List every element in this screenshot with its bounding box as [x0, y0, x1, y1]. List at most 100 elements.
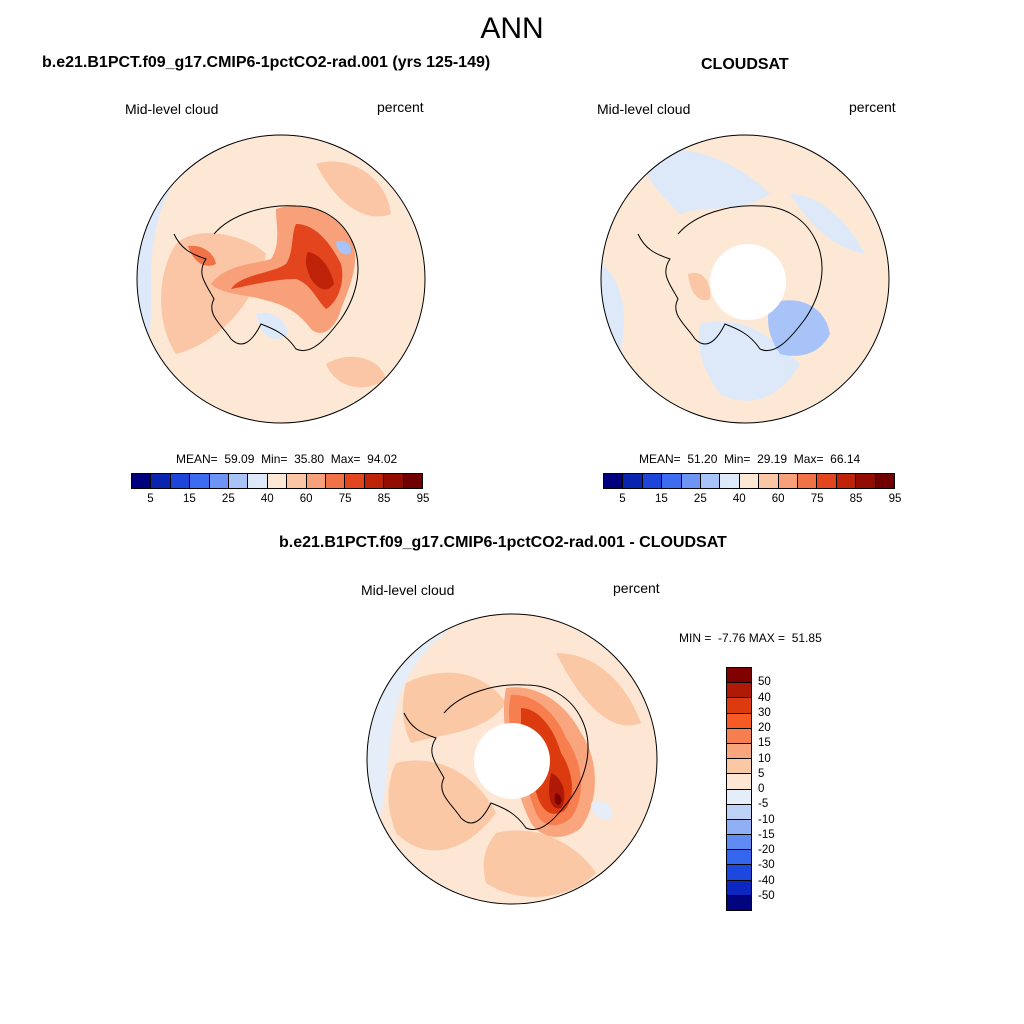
colorbar-tick-label: -50 — [758, 889, 775, 902]
colorbar-swatch — [403, 474, 423, 488]
colorbar-swatch — [727, 895, 751, 910]
colorbar-tick-label: 40 — [758, 691, 771, 704]
colorbar-tick-label: -15 — [758, 828, 775, 841]
colorbar-swatch — [287, 474, 307, 488]
panel1-colorbar — [131, 473, 423, 489]
panel3-units-label: percent — [613, 580, 660, 596]
colorbar-tick-label: 50 — [758, 676, 771, 689]
colorbar-swatch — [727, 804, 751, 820]
colorbar-swatch — [727, 850, 751, 866]
panel2-map-boundary — [600, 134, 890, 424]
main-title: ANN — [480, 12, 544, 45]
colorbar-tick-label: -30 — [758, 859, 775, 872]
colorbar-tick-label: 60 — [299, 493, 313, 505]
colorbar-swatch — [875, 474, 895, 488]
colorbar-swatch — [727, 698, 751, 714]
colorbar-swatch — [326, 474, 346, 488]
colorbar-swatch — [759, 474, 779, 488]
colorbar-tick-label: 5 — [147, 493, 154, 505]
colorbar-swatch — [836, 474, 857, 488]
colorbar-tick-label: 5 — [619, 493, 626, 505]
colorbar-tick-label: 5 — [758, 767, 765, 780]
colorbar-swatch — [720, 474, 740, 488]
panel2-colorbar — [603, 473, 895, 489]
colorbar-tick-label: 40 — [260, 493, 274, 505]
colorbar-tick-label: -40 — [758, 874, 775, 887]
colorbar-swatch — [248, 474, 268, 488]
colorbar-swatch — [727, 668, 751, 684]
panel1-moderate-region — [161, 233, 266, 354]
colorbar-swatch — [727, 835, 751, 851]
panel2-colorbar-ticks: 5 15 25 40 60 75 85 95 — [603, 493, 901, 509]
colorbar-swatch — [727, 759, 751, 775]
colorbar-swatch — [229, 474, 249, 488]
colorbar-tick-label: 15 — [758, 737, 771, 750]
panel3-title: b.e21.B1PCT.f09_g17.CMIP6-1pctCO2-rad.00… — [279, 534, 727, 551]
colorbar-swatch — [727, 683, 751, 699]
colorbar-swatch — [727, 728, 751, 744]
panel2-title: CLOUDSAT — [701, 56, 789, 73]
panel1-map-boundary — [136, 134, 426, 424]
colorbar-tick-label: 10 — [758, 752, 771, 765]
colorbar-tick-label: 85 — [377, 493, 391, 505]
colorbar-swatch — [798, 474, 818, 488]
panel2-missing-data-hole — [710, 244, 786, 320]
panel2-stats: MEAN= 51.20 Min= 29.19 Max= 66.14 — [639, 452, 861, 466]
colorbar-tick-label: 15 — [182, 493, 196, 505]
panel2-units-label: percent — [849, 99, 896, 115]
panel2-variable-label: Mid-level cloud — [597, 101, 691, 117]
panel1-variable-label: Mid-level cloud — [125, 101, 219, 117]
colorbar-swatch — [778, 474, 799, 488]
colorbar-swatch — [727, 819, 751, 836]
panel3-colorbar — [726, 667, 752, 911]
colorbar-swatch — [701, 474, 721, 488]
colorbar-swatch — [345, 474, 365, 488]
panel1-colorbar-ticks: 5 15 25 40 60 75 85 95 — [131, 493, 429, 509]
colorbar-swatch — [364, 474, 385, 488]
panel1-title: b.e21.B1PCT.f09_g17.CMIP6-1pctCO2-rad.00… — [42, 54, 491, 71]
colorbar-swatch — [170, 474, 191, 488]
panel1-units-label: percent — [377, 99, 424, 115]
panel1-stats: MEAN= 59.09 Min= 35.80 Max= 94.02 — [176, 452, 398, 466]
panel3-variable-label: Mid-level cloud — [361, 582, 455, 598]
colorbar-swatch — [727, 865, 751, 881]
colorbar-swatch — [151, 474, 171, 488]
colorbar-swatch — [306, 474, 327, 488]
colorbar-swatch — [727, 713, 751, 729]
colorbar-tick-label: 95 — [416, 493, 430, 505]
panel2-polar-map — [600, 134, 890, 424]
panel1-polar-map — [136, 134, 426, 424]
colorbar-tick-label: 95 — [888, 493, 902, 505]
panel3-missing-data-hole — [474, 723, 550, 799]
colorbar-tick-label: 25 — [221, 493, 235, 505]
colorbar-swatch — [727, 774, 751, 790]
panel3-map-boundary — [366, 613, 658, 905]
panel3-stats: MIN = -7.76 MAX = 51.85 — [679, 631, 822, 645]
colorbar-tick-label: 15 — [654, 493, 668, 505]
colorbar-tick-label: 25 — [693, 493, 707, 505]
colorbar-swatch — [190, 474, 210, 488]
colorbar-tick-label: 40 — [732, 493, 746, 505]
colorbar-swatch — [267, 474, 288, 488]
colorbar-swatch — [384, 474, 404, 488]
colorbar-swatch — [727, 743, 751, 760]
colorbar-tick-label: -10 — [758, 813, 775, 826]
colorbar-swatch — [132, 474, 152, 488]
colorbar-tick-label: 60 — [771, 493, 785, 505]
colorbar-swatch — [681, 474, 702, 488]
colorbar-swatch — [662, 474, 682, 488]
colorbar-swatch — [642, 474, 663, 488]
colorbar-swatch — [604, 474, 624, 488]
colorbar-swatch — [856, 474, 876, 488]
colorbar-swatch — [727, 880, 751, 896]
panel1-coastline — [173, 205, 359, 351]
colorbar-tick-label: 0 — [758, 783, 765, 795]
colorbar-swatch — [727, 789, 751, 805]
colorbar-tick-label: 75 — [810, 493, 824, 505]
colorbar-tick-label: -20 — [758, 844, 775, 856]
colorbar-swatch — [817, 474, 837, 488]
colorbar-tick-label: 75 — [338, 493, 352, 505]
colorbar-swatch — [209, 474, 230, 488]
colorbar-swatch — [623, 474, 643, 488]
colorbar-tick-label: 20 — [758, 722, 771, 734]
